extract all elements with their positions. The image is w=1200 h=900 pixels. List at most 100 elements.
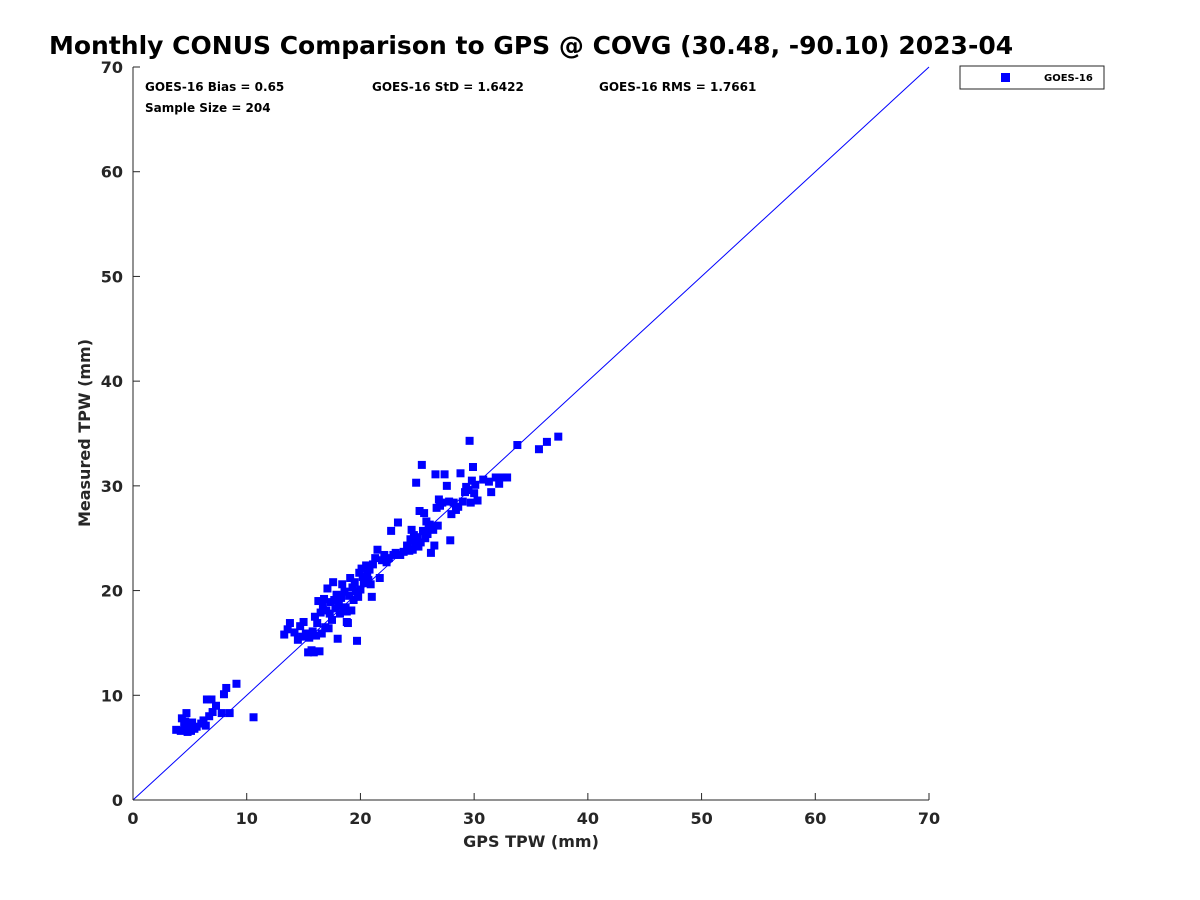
data-point — [391, 548, 400, 557]
y-tick-label: 10 — [101, 686, 123, 705]
data-point — [362, 561, 371, 570]
data-point — [356, 585, 365, 594]
data-point — [201, 721, 210, 730]
data-point — [554, 432, 563, 441]
data-point — [212, 701, 221, 710]
data-point — [349, 595, 358, 604]
data-point — [358, 572, 367, 581]
data-point — [407, 525, 416, 534]
x-tick-label: 10 — [236, 809, 258, 828]
data-point — [399, 547, 408, 556]
data-point — [320, 594, 329, 603]
data-point — [442, 481, 451, 490]
one-to-one-line — [132, 66, 930, 801]
data-point — [473, 496, 482, 505]
data-point — [420, 509, 429, 518]
data-point — [426, 548, 435, 557]
data-point — [334, 601, 343, 610]
data-point — [188, 718, 197, 727]
data-point — [299, 617, 308, 626]
data-point — [305, 633, 314, 642]
chart-title: Monthly CONUS Comparison to GPS @ COVG (… — [49, 31, 1013, 60]
data-point — [418, 526, 427, 535]
data-point — [359, 579, 368, 588]
data-point — [445, 497, 454, 506]
data-point — [365, 565, 374, 574]
data-point — [208, 708, 217, 717]
data-point — [217, 709, 226, 718]
data-point — [317, 629, 326, 638]
legend-label-goes16: GOES-16 — [1044, 73, 1093, 84]
data-point — [341, 603, 350, 612]
x-tick-label: 30 — [463, 809, 485, 828]
x-tick-label: 70 — [918, 809, 940, 828]
data-point — [433, 521, 442, 530]
data-point — [414, 542, 423, 551]
data-point — [479, 475, 488, 484]
data-point — [403, 541, 412, 550]
data-point — [192, 722, 201, 731]
x-tick-label: 50 — [690, 809, 712, 828]
data-point — [364, 576, 373, 585]
data-point — [337, 593, 346, 602]
data-point — [232, 679, 241, 688]
y-tick-label: 60 — [101, 163, 123, 182]
data-point — [406, 535, 415, 544]
goes16-series — [172, 432, 563, 736]
data-point — [313, 619, 322, 628]
y-tick-label: 0 — [112, 791, 123, 810]
data-point — [413, 533, 422, 542]
data-point — [342, 607, 351, 616]
legend-marker-icon — [1001, 73, 1010, 82]
y-tick-label: 20 — [101, 582, 123, 601]
data-point — [458, 497, 467, 506]
data-point — [354, 592, 363, 601]
data-point — [182, 709, 191, 718]
data-point — [333, 634, 342, 643]
data-point — [285, 619, 294, 628]
data-point — [180, 721, 189, 730]
data-point — [416, 538, 425, 547]
data-point — [280, 630, 289, 639]
y-tick-label: 70 — [101, 58, 123, 77]
data-point — [380, 550, 389, 559]
data-point — [355, 568, 364, 577]
data-point — [429, 525, 438, 534]
data-point — [207, 695, 216, 704]
data-point — [431, 470, 440, 479]
data-point — [382, 558, 391, 567]
bias-annotation: GOES-16 Bias = 0.65 — [145, 80, 284, 94]
y-axis-ticks: 0 10 20 30 40 50 60 70 — [101, 58, 140, 810]
x-axis-ticks: 0 10 20 30 40 50 60 70 — [127, 793, 940, 828]
data-point — [503, 473, 512, 482]
data-point — [513, 441, 522, 450]
x-tick-label: 60 — [804, 809, 826, 828]
data-point — [219, 690, 228, 699]
data-point — [340, 587, 349, 596]
y-tick-label: 30 — [101, 477, 123, 496]
data-point — [357, 564, 366, 573]
sample-size-annotation: Sample Size = 204 — [145, 101, 271, 115]
data-point — [296, 622, 305, 631]
data-point — [464, 486, 473, 495]
data-point — [202, 695, 211, 704]
std-annotation: GOES-16 StD = 1.6422 — [372, 80, 524, 94]
data-point — [312, 631, 321, 640]
data-point — [314, 597, 323, 606]
data-point — [534, 445, 543, 454]
data-point — [293, 635, 302, 644]
data-point — [283, 625, 292, 634]
data-point — [393, 518, 402, 527]
data-point — [338, 580, 347, 589]
data-point — [205, 712, 214, 721]
data-point — [318, 601, 327, 610]
legend: GOES-16 — [959, 65, 1105, 90]
data-point — [438, 498, 447, 507]
data-point — [542, 437, 551, 446]
data-point — [366, 580, 375, 589]
data-point — [310, 612, 319, 621]
data-point — [378, 556, 387, 565]
x-tick-label: 0 — [127, 809, 138, 828]
data-point — [329, 578, 338, 587]
